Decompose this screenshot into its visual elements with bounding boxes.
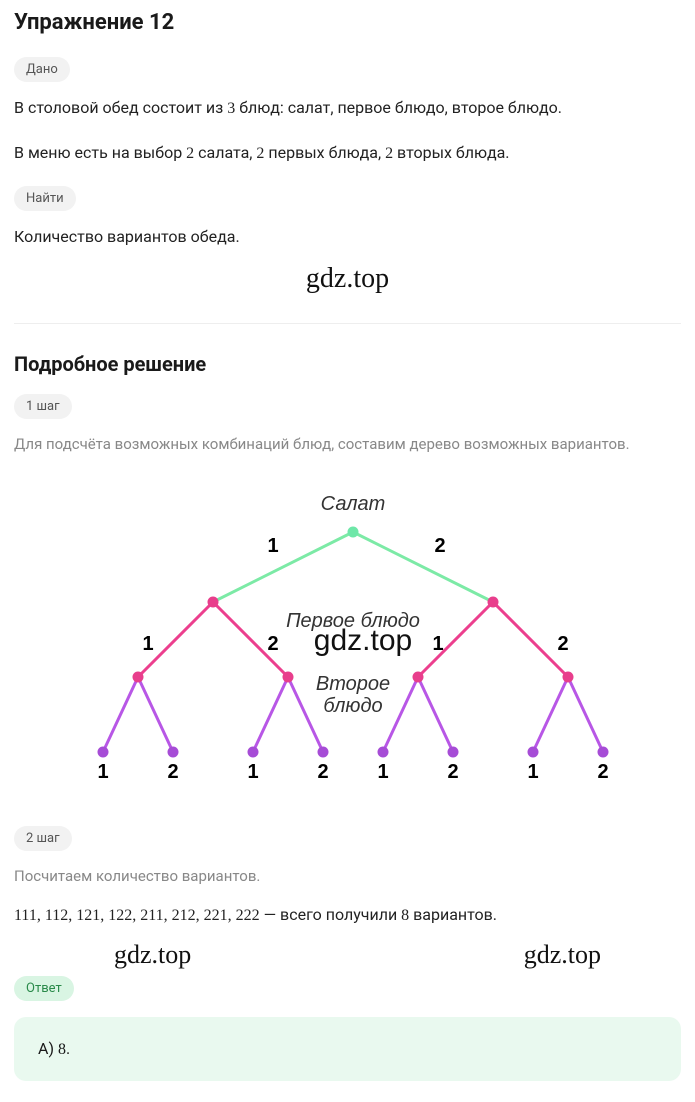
answer-box: А) 8. [14,1017,681,1081]
given-badge: Дано [14,57,70,82]
watermark-row: gdz.top gdz.top [14,940,681,970]
solution-title: Подробное решение [14,352,681,376]
find-text: Количество вариантов обеда. [14,225,681,249]
tree-svg: СалатПервое блюдоВтороеблюдоgdz.top12121… [18,472,678,792]
watermark: gdz.top [524,940,601,970]
number: 8 [58,1041,66,1058]
answer-badge: Ответ [14,976,74,1001]
svg-text:gdz.top: gdz.top [313,624,411,657]
step-1-text: Для подсчёта возможных комбинаций блюд, … [14,433,681,456]
step-2-badge: 2 шаг [14,826,72,851]
watermark: gdz.top [14,263,681,295]
svg-text:2: 2 [267,633,278,655]
svg-text:1: 1 [527,761,538,783]
text: салата, [194,143,256,162]
svg-text:1: 1 [142,633,153,655]
tree-diagram: СалатПервое блюдоВтороеблюдоgdz.top12121… [14,472,681,796]
svg-text:Второе: Второе [315,673,389,695]
step-2-text: Посчитаем количество вариантов. [14,865,681,888]
text: А) [38,1039,58,1058]
given-para-2: В меню есть на выбор 2 салата, 2 первых … [14,141,681,166]
step-2-calc: 111, 112, 121, 122, 211, 212, 221, 222 —… [14,903,681,928]
page-title: Упражнение 12 [14,10,681,35]
text: вариантов. [409,905,497,924]
calc-list: 111, 112, 121, 122, 211, 212, 221, 222 [14,907,260,924]
svg-text:1: 1 [267,535,278,557]
number: 2 [385,145,393,162]
svg-text:2: 2 [167,761,178,783]
text: . [66,1039,70,1058]
text: В столовой обед состоит из [14,98,227,117]
svg-text:2: 2 [434,535,445,557]
text: В меню есть на выбор [14,143,186,162]
number: 2 [186,145,194,162]
svg-text:Салат: Салат [320,493,385,515]
svg-text:1: 1 [97,761,108,783]
svg-text:2: 2 [597,761,608,783]
step-1-badge: 1 шаг [14,394,72,419]
text: вторых блюда. [393,143,509,162]
text: — всего получили [260,905,402,924]
text: блюд: салат, первое блюдо, второе блюдо. [235,98,562,117]
text: первых блюда, [264,143,385,162]
svg-text:1: 1 [377,761,388,783]
number: 8 [401,907,409,924]
divider [14,323,681,324]
svg-text:2: 2 [317,761,328,783]
find-badge: Найти [14,186,76,211]
svg-text:1: 1 [432,633,443,655]
svg-text:блюдо: блюдо [323,695,382,717]
watermark: gdz.top [114,940,191,970]
svg-text:2: 2 [557,633,568,655]
svg-text:2: 2 [447,761,458,783]
svg-text:1: 1 [247,761,258,783]
given-para-1: В столовой обед состоит из 3 блюд: салат… [14,96,681,121]
